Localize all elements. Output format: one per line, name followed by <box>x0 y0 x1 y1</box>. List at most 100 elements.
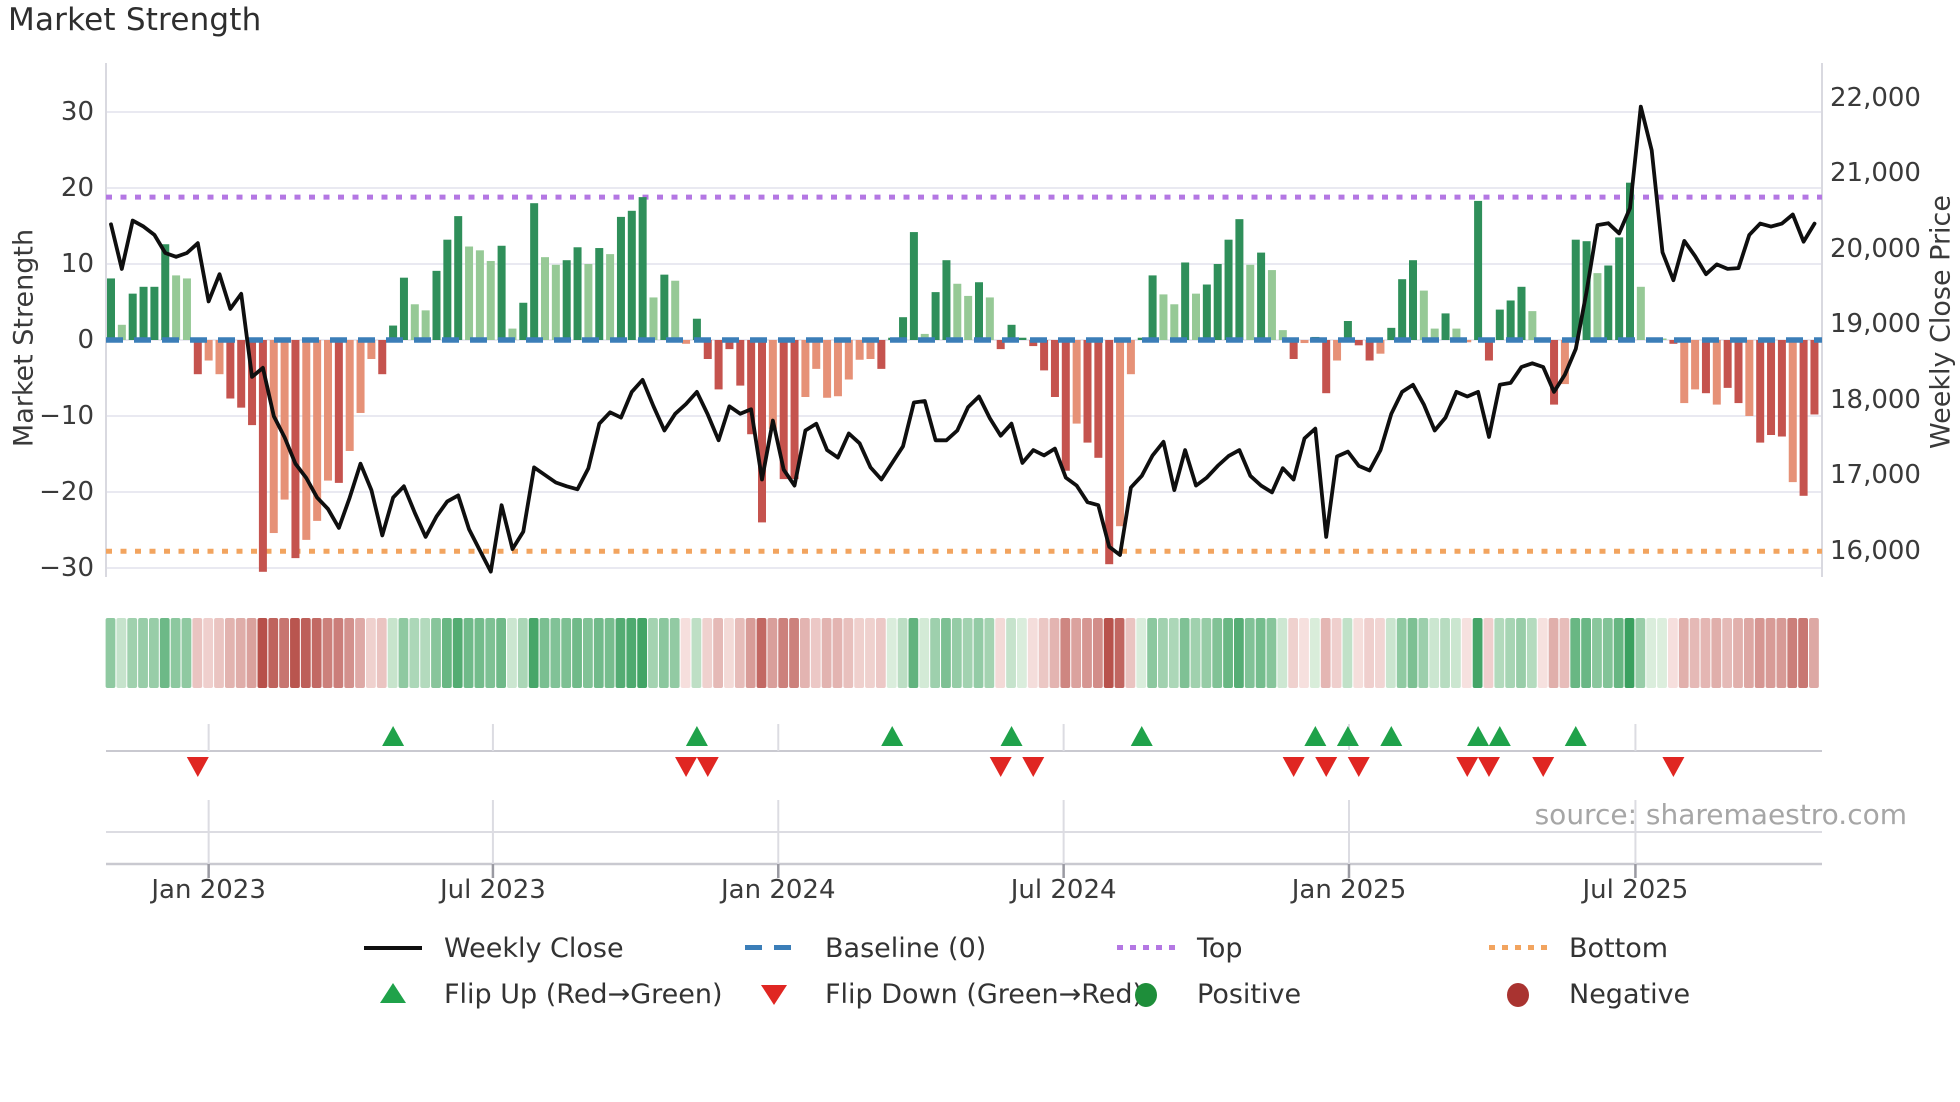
flip-up-marker <box>685 726 708 746</box>
heatmap-cell <box>1722 618 1733 688</box>
strength-bar <box>1680 340 1689 404</box>
heatmap-cell <box>1082 618 1092 688</box>
heatmap-cell <box>1353 618 1364 688</box>
strength-bar <box>280 340 289 500</box>
heatmap-cell <box>1743 618 1754 688</box>
flip-down-marker <box>1456 757 1479 777</box>
strength-bar <box>703 340 712 359</box>
strength-bar <box>660 274 669 340</box>
heatmap-cell <box>257 618 268 688</box>
heatmap-cell <box>1526 618 1537 688</box>
strength-bar <box>1376 340 1385 354</box>
strength-bar <box>1246 264 1255 340</box>
heatmap-cell <box>333 618 344 688</box>
strength-bar <box>1213 264 1222 340</box>
heatmap-cell <box>235 618 246 688</box>
heatmap-cell <box>1765 618 1776 688</box>
strength-bar <box>1040 340 1049 371</box>
strength-bar <box>454 216 463 340</box>
strength-bar <box>475 250 484 340</box>
heatmap-cell <box>485 618 496 688</box>
strength-bar <box>324 340 332 481</box>
x-axis-tick: Jul 2024 <box>1010 875 1117 905</box>
heatmap-cell <box>1754 618 1765 688</box>
heatmap-cell <box>192 618 203 688</box>
heatmap-cell <box>1613 618 1624 688</box>
strength-bar <box>508 328 517 340</box>
strength-bar <box>237 340 246 408</box>
strength-bar <box>1409 260 1417 340</box>
strength-bar <box>1094 340 1103 458</box>
heatmap-cell <box>1798 618 1808 688</box>
strength-bar <box>248 340 257 426</box>
strength-bar <box>356 340 365 413</box>
strength-bar <box>193 340 202 375</box>
heatmap-cell <box>409 618 420 688</box>
heatmap-cell <box>702 618 713 688</box>
heatmap-cell <box>1776 618 1787 688</box>
page-title: Market Strength <box>8 2 262 38</box>
left-axis-tick: 10 <box>60 249 94 279</box>
strength-bar <box>1463 340 1472 343</box>
strength-bar <box>1192 293 1200 340</box>
heatmap-cell <box>648 618 658 688</box>
heatmap-cell <box>865 618 875 688</box>
strength-bar <box>584 264 593 340</box>
flip-down-marker <box>1347 757 1370 777</box>
right-axis-tick: 20,000 <box>1830 233 1921 264</box>
strength-bar <box>758 340 766 523</box>
weekly-close-line <box>109 104 1817 574</box>
strength-bar <box>150 286 159 340</box>
x-axis-tick: Jan 2025 <box>1291 875 1407 905</box>
heatmap-cell <box>1602 618 1613 688</box>
strength-bar <box>421 310 430 340</box>
heatmap-cell <box>800 618 810 688</box>
strength-bar <box>1734 340 1743 404</box>
strength-bar <box>1224 239 1233 340</box>
strength-bar <box>1604 265 1613 340</box>
right-axis-tick: 22,000 <box>1830 82 1921 113</box>
heatmap-cell <box>1092 618 1103 688</box>
heatmap-cell <box>572 618 582 688</box>
strength-bar <box>573 247 582 340</box>
strength-bar <box>1712 340 1721 405</box>
strength-bar <box>139 286 148 340</box>
strength-bar <box>627 210 636 340</box>
heatmap-cell <box>496 618 506 688</box>
strength-bar <box>1452 328 1461 340</box>
heatmap-cell <box>1223 618 1233 688</box>
heatmap-cell <box>973 618 984 688</box>
heatmap-cell <box>789 618 799 688</box>
heatmap-cell <box>930 618 940 688</box>
flip-down-marker <box>1662 757 1685 777</box>
strength-bar <box>1278 330 1287 340</box>
strength-bar <box>920 333 929 340</box>
heatmap-cell <box>290 618 300 688</box>
strength-bar <box>1636 286 1645 340</box>
strength-bar <box>812 340 821 369</box>
heatmap-cell <box>1711 618 1722 688</box>
heatmap-cell <box>528 618 539 688</box>
heatmap-cell <box>821 618 832 688</box>
strength-bar <box>465 246 474 340</box>
strength-bar <box>1105 340 1114 565</box>
strength-bar <box>855 340 864 360</box>
heatmap-cell <box>376 618 387 688</box>
heatmap-cell <box>1266 618 1277 688</box>
strength-bar <box>172 275 181 340</box>
heatmap-cell <box>1114 618 1125 688</box>
strength-bar <box>1430 328 1439 340</box>
strength-bar <box>204 340 213 361</box>
strength-bar <box>378 340 387 375</box>
heatmap-cell <box>658 618 669 688</box>
strength-bar <box>302 340 311 540</box>
heatmap-cell <box>713 618 723 688</box>
strength-bar <box>107 278 115 340</box>
strength-bar <box>497 245 506 340</box>
heatmap-cell <box>246 618 257 688</box>
left-axis-tick: 20 <box>60 173 94 203</box>
strength-bar <box>1354 340 1363 346</box>
strength-bar <box>1745 340 1754 416</box>
strength-bar <box>1007 324 1016 340</box>
